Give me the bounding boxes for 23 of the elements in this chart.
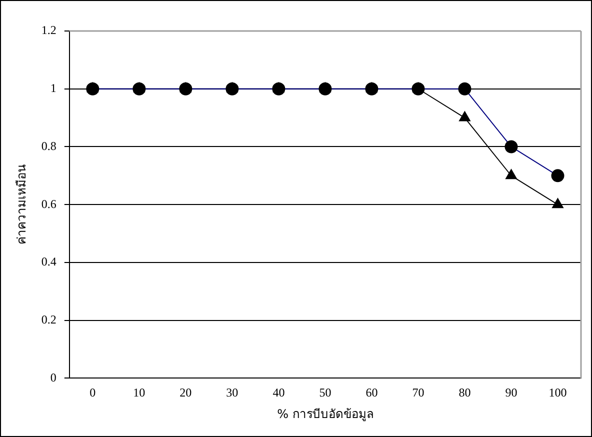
point [552, 198, 564, 208]
x-axis-title: % การบีบอัดข้อมูล [277, 406, 374, 422]
y-tick-label: 1.2 [41, 23, 56, 38]
point [506, 169, 517, 180]
y-tick-label: 0.8 [41, 138, 56, 153]
x-tick-label: 90 [505, 386, 518, 400]
x-tick-label: 10 [133, 386, 146, 400]
x-tick-label: 60 [366, 386, 378, 400]
y-tick-label: 0.2 [41, 312, 56, 326]
x-tick-label: 40 [272, 386, 285, 400]
x-tick-label: 0 [90, 386, 96, 400]
y-tick-label: 0.4 [41, 254, 56, 269]
y-tick-label: 1 [50, 81, 56, 96]
y-axis-title: ค่าความเหมือน [14, 164, 28, 245]
x-tick-label: 80 [458, 386, 471, 400]
x-tick-label: 30 [226, 386, 238, 400]
point [459, 111, 470, 122]
x-tick-label: 100 [548, 386, 567, 400]
y-tick-label: 0.6 [41, 196, 56, 211]
y-tick-label: 0 [50, 370, 56, 384]
x-tick-label: 70 [412, 386, 424, 400]
x-tick-label: 50 [319, 386, 332, 400]
x-tick-label: 20 [180, 386, 192, 400]
